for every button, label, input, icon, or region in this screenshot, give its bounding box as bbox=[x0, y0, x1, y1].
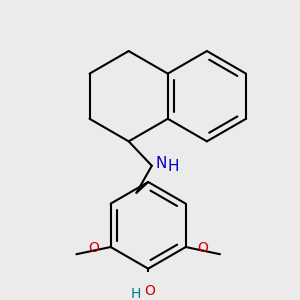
Text: H: H bbox=[167, 159, 179, 174]
Text: O: O bbox=[197, 241, 208, 255]
Text: N: N bbox=[155, 156, 167, 171]
Text: H: H bbox=[130, 287, 141, 300]
Text: O: O bbox=[145, 284, 155, 298]
Text: O: O bbox=[88, 241, 99, 255]
